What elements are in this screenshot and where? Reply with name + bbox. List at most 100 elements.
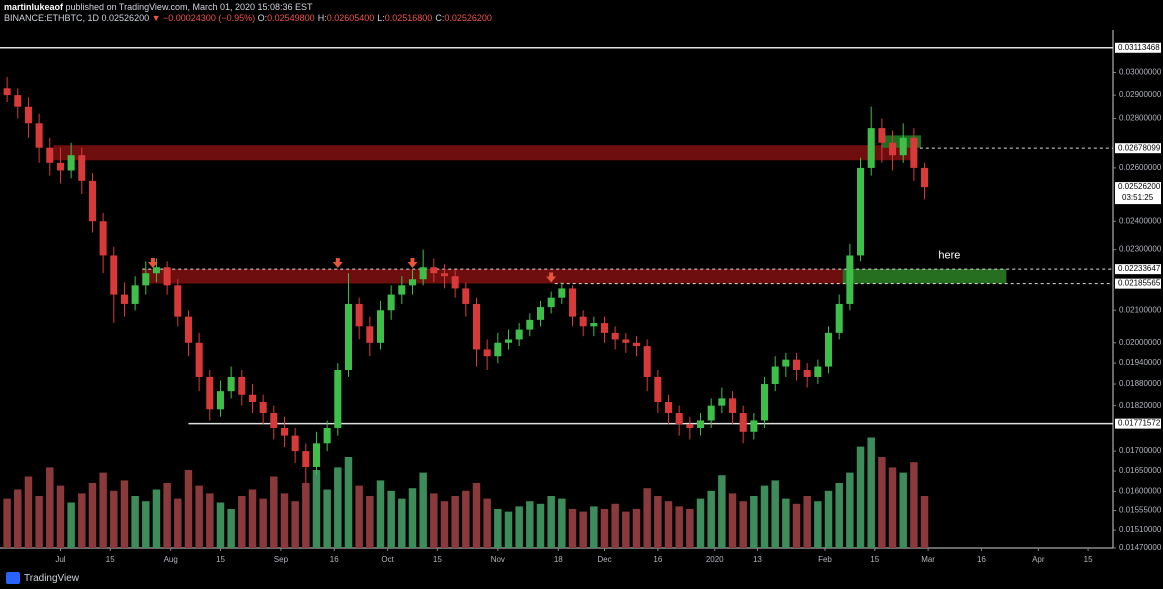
x-tick-label: 16 (653, 555, 662, 564)
level-label-box (1115, 42, 1161, 53)
volume-bar (152, 489, 161, 548)
x-tick-label: 2020 (706, 555, 724, 564)
y-tick-label: 0.01600000 (1119, 487, 1162, 496)
volume-bar (654, 496, 662, 548)
volume-bar (419, 472, 427, 548)
x-tick-label: 16 (977, 555, 986, 564)
volume-bar (291, 501, 299, 548)
volume-bar (547, 496, 555, 548)
candle-body (355, 303, 363, 327)
level-label-box (1115, 278, 1161, 289)
candle-body (110, 255, 118, 295)
candle-body (675, 413, 683, 425)
candle-body (728, 398, 737, 414)
volume-bar (206, 493, 214, 548)
volume-bar (472, 483, 481, 548)
volume-bar (643, 488, 651, 548)
candle-body (579, 316, 587, 327)
candle-body (835, 303, 843, 333)
arrow (546, 272, 557, 283)
candle-body (24, 106, 32, 124)
volume-bar (696, 498, 705, 548)
x-tick-label: 15 (106, 555, 115, 564)
y-tick-label: 0.01940000 (1119, 358, 1162, 367)
candle-body (622, 339, 630, 343)
volume-bar (99, 472, 107, 548)
ohlc-label: H: (317, 13, 327, 23)
volume-bar (216, 502, 225, 548)
countdown: 03:51:25 (1122, 193, 1154, 202)
volume-bar (675, 506, 683, 548)
candle-body (515, 329, 523, 340)
volume-bar (600, 509, 609, 548)
volume-bar (344, 457, 353, 548)
candle-body (526, 319, 534, 330)
candle-body (248, 394, 256, 402)
volume-bar (718, 475, 726, 548)
candle-body (67, 155, 75, 171)
y-tick-label: 0.02800000 (1119, 114, 1162, 123)
candle-body (195, 342, 203, 377)
volume-bar (686, 509, 694, 548)
x-tick-label: 15 (216, 555, 225, 564)
volume-bar (35, 496, 43, 548)
candle-body (750, 420, 758, 432)
candle-body (46, 147, 54, 163)
last-price-box (1115, 182, 1161, 205)
volume-bar (366, 496, 374, 548)
candle-body (184, 316, 192, 343)
volume-bar (494, 509, 502, 548)
volume-bar (622, 511, 630, 548)
volume-bar (323, 489, 331, 548)
y-tick-label: 0.02100000 (1119, 305, 1162, 314)
candle-body (131, 285, 139, 304)
y-tick-label: 0.01700000 (1119, 446, 1162, 455)
x-tick-label: Nov (491, 555, 505, 564)
volume-bar (824, 490, 833, 548)
volume-bar (867, 437, 875, 548)
volume-bar (835, 483, 843, 548)
x-tick-label: Dec (597, 555, 611, 564)
candle-body (611, 332, 619, 340)
candle-body (761, 384, 769, 421)
volume-bar (88, 483, 97, 548)
volume-bar (526, 501, 534, 548)
candle-body (56, 162, 64, 171)
volume-bar (24, 476, 33, 548)
candle-body (771, 366, 779, 385)
x-tick-label: Sep (274, 555, 289, 564)
candle-body (78, 155, 86, 181)
level-label: 0.03113468 (1118, 43, 1160, 52)
x-tick-label: Feb (818, 555, 832, 564)
candle-body (793, 359, 801, 370)
volume-bar (238, 496, 246, 548)
volume-bar (184, 470, 193, 548)
volume-bar (483, 498, 491, 548)
candle-body (99, 221, 107, 256)
volume-bar (910, 462, 918, 548)
volume-bar (248, 489, 257, 548)
volume-bar (280, 493, 289, 548)
candle-body (654, 376, 662, 402)
volume-bar (56, 485, 65, 548)
volume-bar (920, 496, 929, 548)
y-tick-label: 0.02600000 (1119, 163, 1162, 172)
last-price-label: 0.02526200 (1118, 182, 1161, 191)
candle-body (696, 420, 705, 428)
volume-bar (771, 480, 779, 548)
candle-body (366, 326, 374, 343)
candle-body (846, 255, 854, 304)
volume-bar (3, 498, 11, 548)
y-tick-label: 0.01555000 (1119, 506, 1162, 515)
volume-bar (632, 509, 641, 548)
candle-body (857, 167, 865, 256)
volume-bar (803, 496, 811, 548)
candle-body (814, 366, 822, 377)
y-tick-label: 0.02000000 (1119, 338, 1162, 347)
candle-body (686, 424, 694, 428)
volume-bar (856, 446, 865, 548)
y-tick-label: 0.01650000 (1119, 466, 1162, 475)
y-tick-label: 0.02900000 (1119, 90, 1162, 99)
x-tick-label: 15 (870, 555, 879, 564)
